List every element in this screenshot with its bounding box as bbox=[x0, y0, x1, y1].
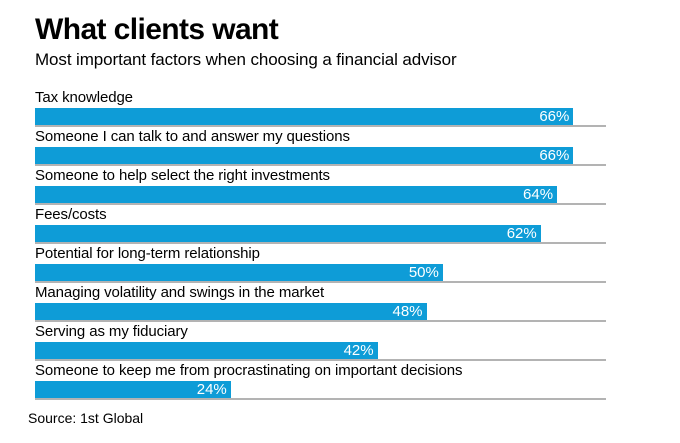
bar: 50% bbox=[35, 264, 443, 281]
bar-track: 42% bbox=[35, 342, 606, 361]
bar-label: Fees/costs bbox=[35, 206, 107, 223]
bar-value-label: 50% bbox=[408, 264, 439, 281]
chart-row: Someone to keep me from procrastinating … bbox=[35, 361, 606, 400]
bar: 48% bbox=[35, 303, 427, 320]
chart-header: What clients want Most important factors… bbox=[35, 13, 680, 71]
bar-track: 62% bbox=[35, 225, 606, 244]
bar-track: 48% bbox=[35, 303, 606, 322]
chart-subtitle: Most important factors when choosing a f… bbox=[35, 50, 457, 69]
bar-value-label: 64% bbox=[523, 186, 554, 203]
bar-value-label: 66% bbox=[539, 108, 570, 125]
bar-track: 24% bbox=[35, 381, 606, 400]
bar-value-label: 66% bbox=[539, 147, 570, 164]
chart-row: Managing volatility and swings in the ma… bbox=[35, 283, 606, 322]
chart-row: Someone to help select the right investm… bbox=[35, 166, 606, 205]
chart-title: What clients want bbox=[35, 13, 279, 46]
bar-label: Serving as my fiduciary bbox=[35, 323, 188, 340]
chart-row: Fees/costs 62% bbox=[35, 205, 606, 244]
chart-row: Tax knowledge 66% bbox=[35, 88, 606, 127]
source-note: Source: 1st Global bbox=[28, 410, 144, 426]
bar-value-label: 24% bbox=[196, 381, 227, 398]
bar: 66% bbox=[35, 108, 574, 125]
bar-label: Managing volatility and swings in the ma… bbox=[35, 284, 325, 301]
bar-track: 66% bbox=[35, 147, 606, 166]
bar-label: Tax knowledge bbox=[35, 89, 133, 106]
chart-row: Someone I can talk to and answer my ques… bbox=[35, 127, 606, 166]
bar: 62% bbox=[35, 225, 541, 242]
bar-value-label: 62% bbox=[506, 225, 537, 242]
chart-page: What clients want Most important factors… bbox=[28, 13, 680, 426]
bar-label: Someone to keep me from procrastinating … bbox=[35, 362, 463, 379]
bar-value-label: 48% bbox=[392, 303, 423, 320]
bar: 24% bbox=[35, 381, 231, 398]
bar-label: Someone I can talk to and answer my ques… bbox=[35, 128, 350, 145]
bar-track: 50% bbox=[35, 264, 606, 283]
chart-row: Serving as my fiduciary 42% bbox=[35, 322, 606, 361]
bar-value-label: 42% bbox=[343, 342, 374, 359]
bar-track: 66% bbox=[35, 108, 606, 127]
chart: Tax knowledge 66% Someone I can talk to … bbox=[35, 88, 606, 400]
bar-label: Someone to help select the right investm… bbox=[35, 167, 330, 184]
bar: 66% bbox=[35, 147, 574, 164]
chart-row: Potential for long-term relationship 50% bbox=[35, 244, 606, 283]
bar-label: Potential for long-term relationship bbox=[35, 245, 260, 262]
bar: 64% bbox=[35, 186, 558, 203]
bar: 42% bbox=[35, 342, 378, 359]
bar-track: 64% bbox=[35, 186, 606, 205]
